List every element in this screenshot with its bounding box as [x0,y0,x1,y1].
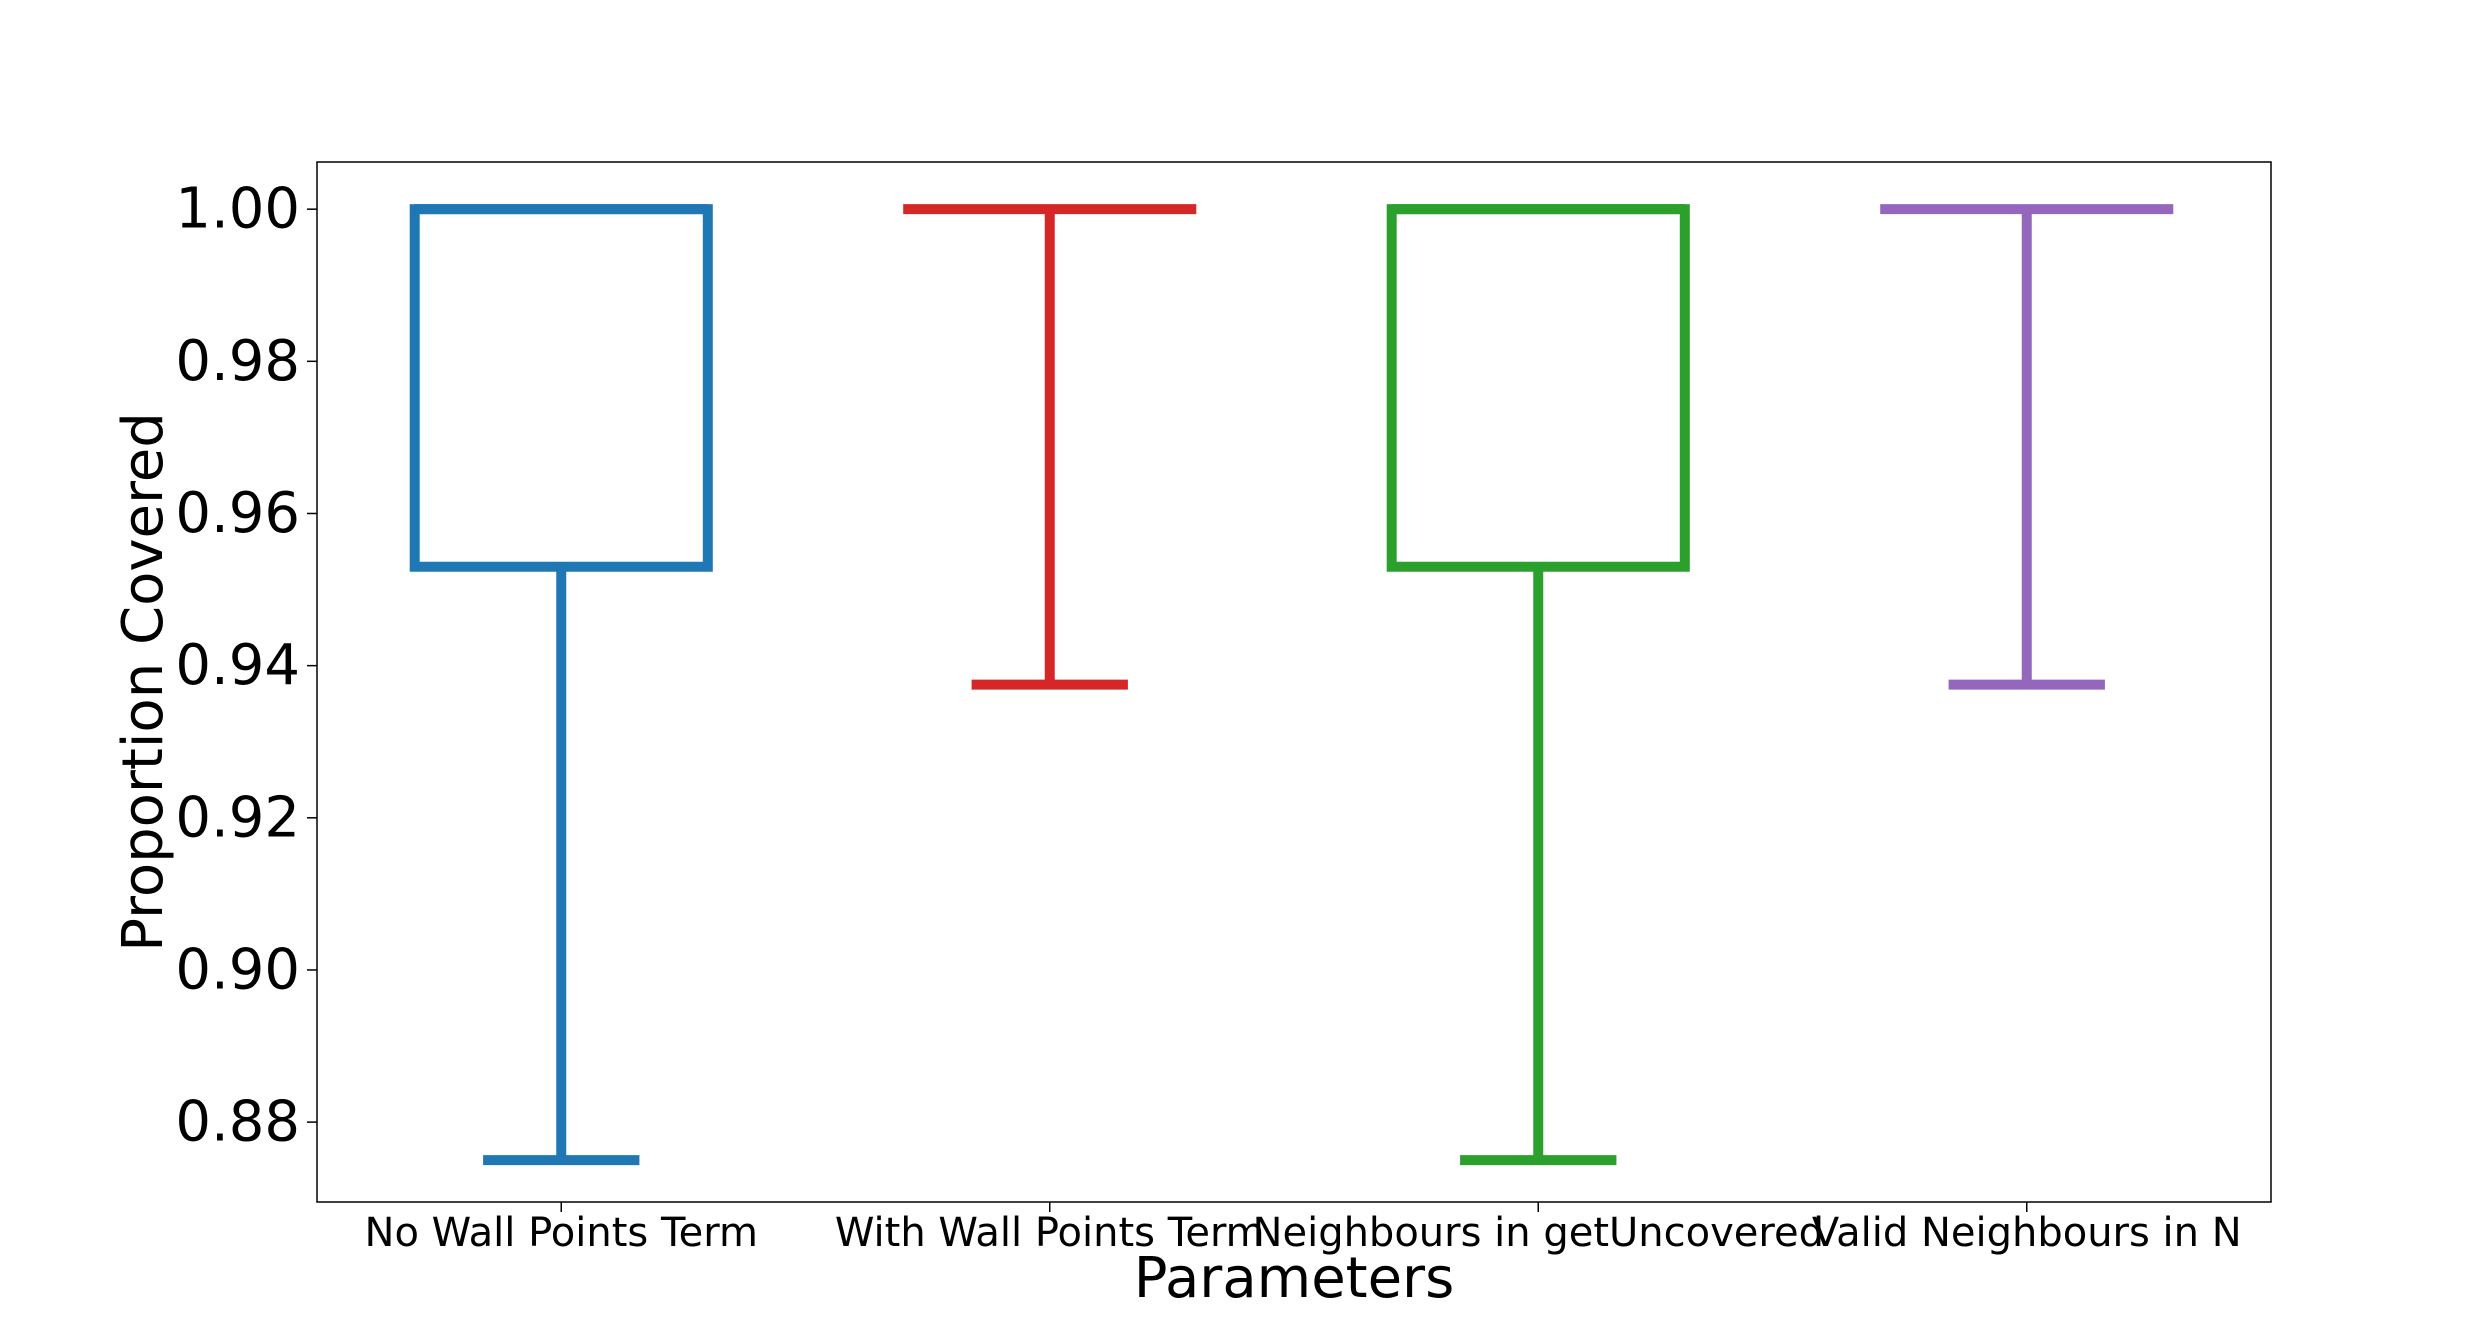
box-group [1880,204,2174,690]
y-axis: 0.88 0.90 0.92 0.94 0.96 0.98 1.00 [175,177,317,1155]
x-tick-label: No Wall Points Term [365,1210,758,1256]
y-tick-label: 1.00 [175,177,300,242]
x-axis-title: Parameters [1134,1246,1455,1311]
plot-area-frame [316,161,2272,1203]
box-group [903,204,1197,690]
x-axis: No Wall Points Term With Wall Points Term… [365,1202,2242,1256]
boxes-layer [409,204,2174,1166]
x-tick-label: Valid Neighbours in N [1812,1210,2242,1256]
y-tick-label: 0.90 [175,937,300,1002]
box-group [409,204,713,1166]
y-tick-label: 0.96 [175,481,300,546]
x-tick-label: With Wall Points Term [835,1210,1265,1256]
x-tick-label: Neighbours in getUncovered [1253,1210,1824,1256]
box-group [1386,204,1690,1166]
y-tick-label: 0.92 [175,785,300,850]
y-axis-title: Proportion Covered [111,412,176,952]
y-tick-label: 0.88 [175,1090,300,1155]
y-tick-label: 0.98 [175,329,300,394]
y-tick-label: 0.94 [175,633,300,698]
